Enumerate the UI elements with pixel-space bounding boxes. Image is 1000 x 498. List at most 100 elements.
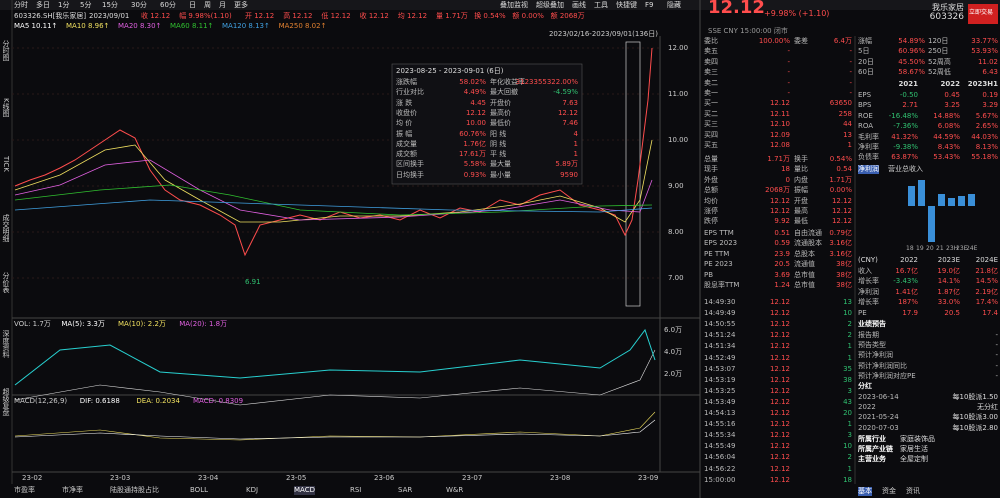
panel-tab[interactable]: 资讯 [906,487,920,495]
x-axis-label: 23-03 [110,474,131,482]
profit-tab[interactable]: 净利润 [858,165,879,174]
menu-item[interactable]: 1分 [58,1,70,9]
menu-item[interactable]: 5分 [80,1,92,9]
tick-time: 14:51:34 [704,342,736,351]
menu-item[interactable]: 60分 [160,1,176,9]
popup-value: 5.89万 [555,160,578,169]
popup-value: 17.61万 [458,150,486,159]
popup-label: 最低价 [490,119,511,128]
profile-label: 主营业务 [858,455,886,464]
side-tab[interactable]: 成交明细 [2,214,10,242]
fin-value: 2.65% [975,122,998,131]
vol-axis-label: 4.0万 [664,348,683,356]
quote-item: 收 12.12 [141,12,171,20]
bottom-tab[interactable]: W&R [446,486,464,494]
bottom-tab[interactable]: KDJ [246,486,259,494]
price-axis-label: 10.00 [668,136,689,144]
menu-item[interactable]: 月 [219,1,226,9]
menu-item[interactable]: F9 [645,1,654,9]
order-book-label: 委比 [704,37,718,45]
menu-item[interactable]: 分时 [14,1,28,9]
menu-item[interactable]: 日 [189,1,196,9]
bottom-tab[interactable]: 市净率 [62,486,83,494]
tick-volume: 3 [847,431,852,440]
x-axis-label: 23-08 [550,474,571,482]
valuation-label: 总股本 [794,249,815,258]
side-tab[interactable]: TICK [2,156,10,172]
stats-label: 总额 [704,186,718,195]
side-tab[interactable]: K线图 [2,98,10,117]
stats-label: 开盘 [794,196,808,205]
bottom-tab[interactable]: RSI [350,486,362,494]
fin-value: 55.18% [971,153,998,162]
menu-item[interactable]: 更多 [234,1,248,9]
returns-value: 33.77% [971,37,998,45]
menu-item[interactable]: 周 [204,1,211,9]
side-tab[interactable]: 分时图 [2,40,10,61]
dividend-date: 2022 [858,403,876,412]
popup-label: 阴 线 [490,139,507,148]
menu-item[interactable]: 隐藏 [667,1,681,9]
forecast-value: -3.43% [893,277,918,286]
bar-year: 21 [936,245,944,252]
tick-time: 14:56:04 [704,453,736,462]
menu-item[interactable]: 30分 [131,1,147,9]
quote-item: 换 0.54% [474,12,506,20]
order-book-label: 卖二 [704,78,718,87]
menu-item[interactable]: 超级叠加 [536,1,564,9]
forecast-label: PE [858,308,867,317]
panel-tab[interactable]: 基本 [858,487,872,496]
fin-header: 2022 [940,80,960,88]
fin-value: 8.43% [937,143,960,151]
tick-time: 14:53:49 [704,397,736,406]
side-tab[interactable]: 深度资料 [2,330,10,358]
fin-value: 2.71 [902,101,918,110]
order-book-label: 卖五 [704,47,718,56]
valuation-value: 0.79亿 [829,229,852,237]
preview-value: - [995,351,998,360]
popup-value: 7.63 [562,98,578,107]
preview-label: 报告期 [858,331,879,339]
menu-item[interactable]: 快捷键 [616,1,637,9]
profile-label: 所属行业 [858,435,886,443]
profile-value: 全屋定制 [900,455,928,464]
section-title: 业绩预告 [858,320,886,328]
dividend-value: 每10股派3.00 [952,413,999,422]
stats-value: 12.12 [831,217,852,226]
popup-label: 最小量 [490,170,511,179]
menu-item[interactable]: 工具 [594,1,608,9]
valuation-value: 1.24 [774,281,790,289]
valuation-value: 38亿 [836,270,852,279]
price-change: +9.98% (+1.10) [764,9,830,18]
side-tab[interactable]: 分价表 [2,272,10,293]
order-book-label: 委差 [794,37,808,45]
tick-volume: 1 [847,420,852,429]
panel-tab[interactable]: 资金 [882,487,896,495]
fin-label: 毛利率 [858,132,879,141]
returns-label: 涨幅 [858,37,872,45]
popup-label: 行业对比 [396,88,424,97]
bottom-tab[interactable]: MACD [294,486,315,495]
tick-time: 14:53:25 [704,386,736,395]
trade-button[interactable]: 立即交易 [969,9,994,16]
stats-value: 0 [785,175,790,184]
side-tab[interactable]: 超级复盘 [2,388,10,416]
bar-year: 23E [956,245,968,252]
popup-label: 年化收益率 [490,78,525,86]
bottom-tab[interactable]: BOLL [190,486,208,494]
menu-item[interactable]: 叠加监视 [500,1,528,9]
menu-item[interactable]: 15分 [102,1,118,9]
bottom-tab[interactable]: SAR [398,486,413,494]
menu-item[interactable]: 多日 [36,1,50,9]
forecast-label: 增长率 [858,277,879,286]
fin-value: 41.32% [891,132,918,141]
valuation-value: 0.51 [774,229,790,237]
valuation-value: 3.69 [774,270,790,279]
profit-tab[interactable]: 营业总收入 [888,165,923,173]
menu-item[interactable]: 画线 [572,1,586,9]
profile-value: 家庭装饰品 [900,435,935,443]
tick-volume: 2 [847,453,852,462]
bottom-tab[interactable]: 陆股通持股占比 [110,486,159,494]
bottom-tab[interactable]: 市盈率 [14,486,35,494]
forecast-value: 21.8亿 [975,267,998,275]
